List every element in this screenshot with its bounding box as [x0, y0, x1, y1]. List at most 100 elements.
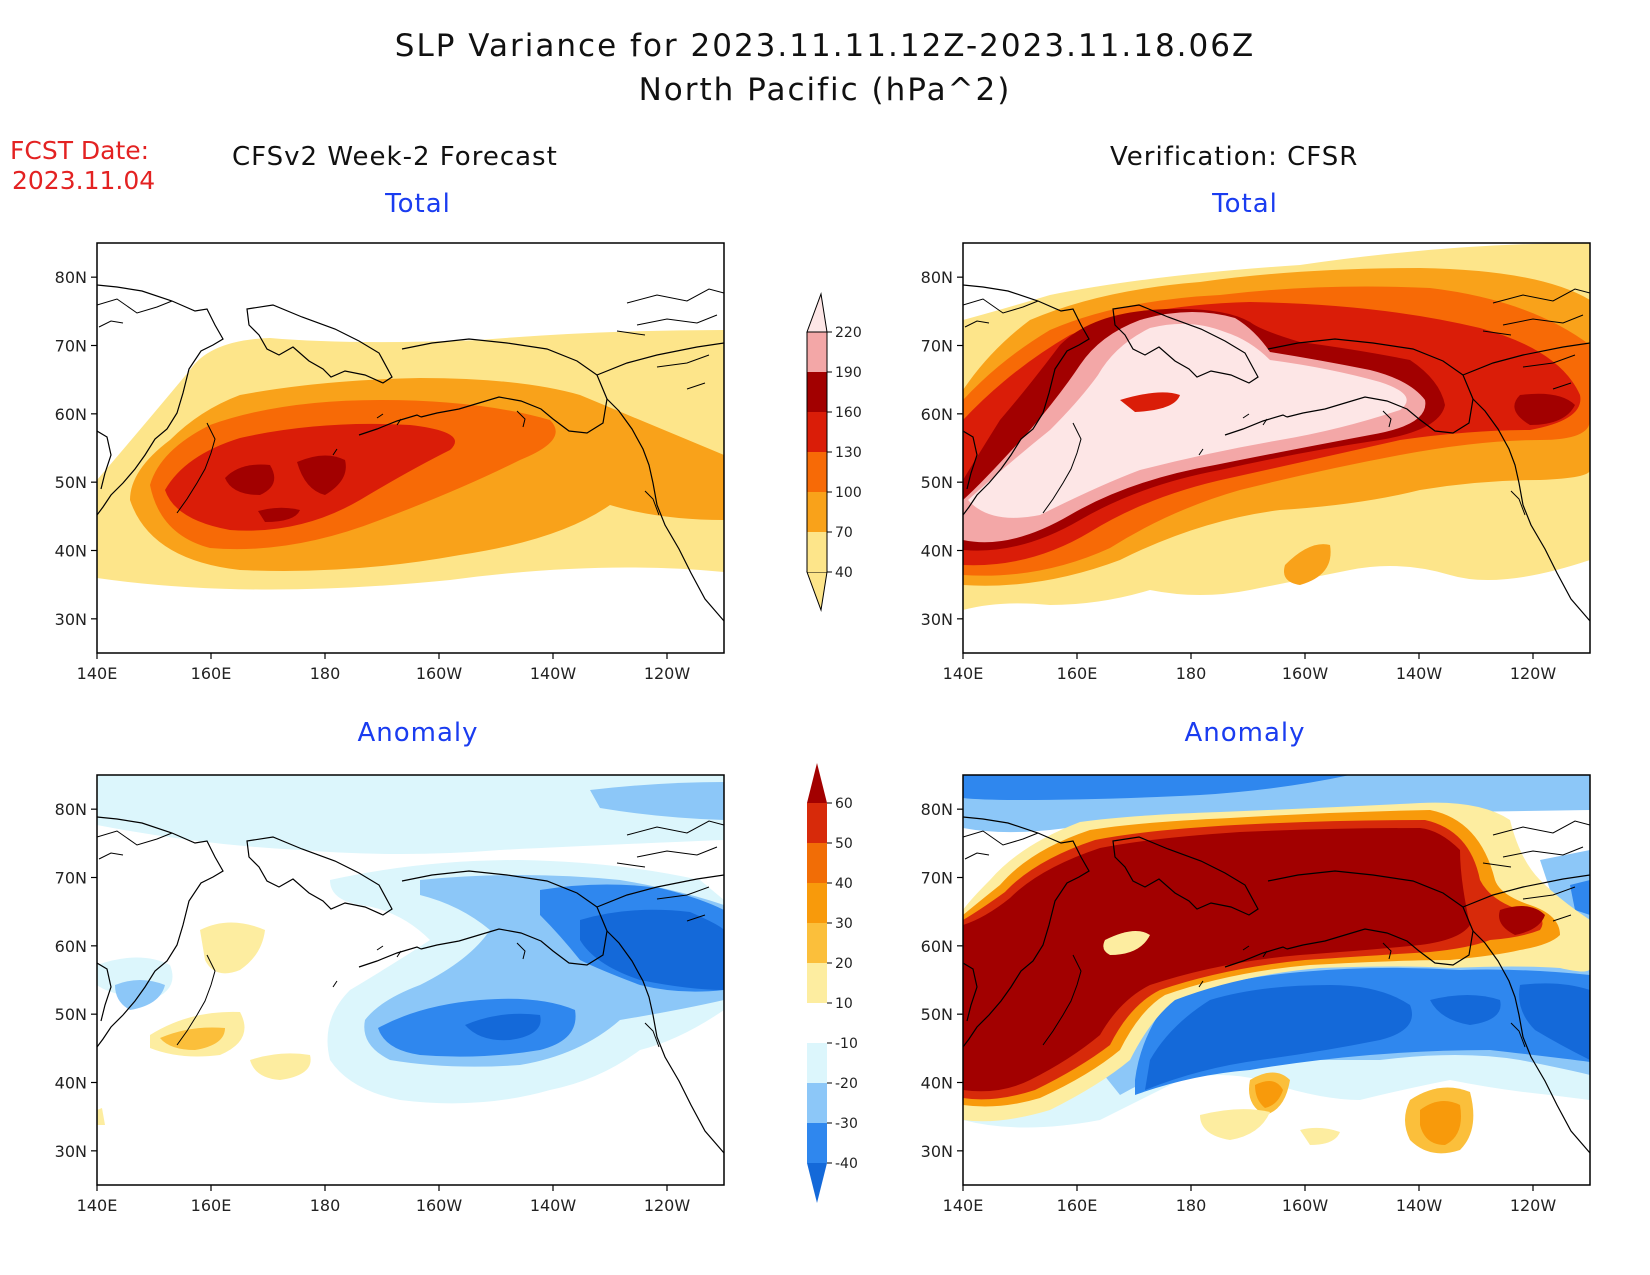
- lon-tick-label: 160W: [1282, 664, 1329, 683]
- lat-tick-label: 60N: [921, 937, 953, 956]
- lat-tick-label: 60N: [921, 405, 953, 424]
- colorbar-anomaly-label: 20: [835, 956, 853, 972]
- lat-tick-label: 50N: [921, 1005, 953, 1024]
- colorbar-anomaly-label: 50: [835, 836, 853, 852]
- main-title: SLP Variance for 2023.11.11.12Z-2023.11.…: [394, 28, 1256, 64]
- colorbar-anomaly-label: -40: [835, 1156, 858, 1172]
- colorbar-total-label: 220: [835, 325, 862, 341]
- colorbar-total-label: 160: [835, 405, 862, 421]
- colorbar-anomaly-swatch: [807, 963, 827, 1003]
- lat-tick-label: 80N: [921, 268, 953, 287]
- lat-tick-label: 40N: [921, 1074, 953, 1093]
- lon-tick-label: 140W: [1396, 1196, 1443, 1215]
- lat-tick-label: 70N: [921, 869, 953, 888]
- colorbar-anomaly-label: 10: [835, 996, 853, 1012]
- lon-tick-label: 140W: [530, 664, 577, 683]
- fcst-date-value: 2023.11.04: [12, 166, 156, 195]
- lon-tick-label: 140E: [77, 1196, 118, 1215]
- lon-tick-label: 160W: [1282, 1196, 1329, 1215]
- lat-tick-label: 30N: [55, 1142, 87, 1161]
- colorbar-anomaly-label: 40: [835, 876, 853, 892]
- colorbar-total-swatch: [807, 412, 827, 452]
- lon-tick-label: 160E: [191, 1196, 232, 1215]
- lon-tick-label: 120W: [1510, 664, 1557, 683]
- main-subtitle: North Pacific (hPa^2): [638, 72, 1012, 108]
- colorbar-anomaly-top-arrow: [807, 763, 827, 803]
- panel-verification-anomaly: [963, 775, 1590, 1185]
- lon-tick-label: 120W: [644, 1196, 691, 1215]
- panel-title-verification-anomaly: Anomaly: [1184, 718, 1306, 748]
- lat-tick-label: 50N: [55, 473, 87, 492]
- lon-tick-label: 160W: [416, 664, 463, 683]
- lon-tick-label: 160W: [416, 1196, 463, 1215]
- colorbar-total-top-arrow: [806, 292, 828, 333]
- lon-tick-label: 160E: [191, 664, 232, 683]
- forecast-column-heading: CFSv2 Week-2 Forecast: [232, 142, 558, 172]
- colorbar-anomaly-swatch: [807, 1043, 827, 1083]
- axis-ticks: 140E 160E 180 160W 140W 120W 30N 40N 50N 60N 70N 80…: [55, 268, 1557, 1215]
- lat-tick-label: 70N: [55, 869, 87, 888]
- lat-tick-label: 40N: [55, 542, 87, 561]
- colorbar-anomaly-label: 30: [835, 916, 853, 932]
- colorbar-anomaly-label: -20: [835, 1076, 858, 1092]
- lat-tick-label: 70N: [921, 337, 953, 356]
- colorbar-anomaly-swatch: [807, 843, 827, 883]
- panel-title-forecast-anomaly: Anomaly: [357, 718, 479, 748]
- colorbar-total-swatch: [807, 492, 827, 532]
- colorbar-anomaly-swatch: [807, 1083, 827, 1123]
- lat-tick-label: 80N: [55, 800, 87, 819]
- lon-tick-label: 180: [1176, 1196, 1207, 1215]
- colorbar-total-swatch: [807, 452, 827, 492]
- colorbar-total-label: 70: [835, 525, 853, 541]
- lat-tick-label: 30N: [55, 610, 87, 629]
- lon-tick-label: 120W: [1510, 1196, 1557, 1215]
- lat-tick-label: 40N: [921, 542, 953, 561]
- lat-tick-label: 30N: [921, 1142, 953, 1161]
- colorbar-anomaly-swatch: [807, 923, 827, 963]
- lon-tick-label: 160E: [1057, 1196, 1098, 1215]
- colorbar-total-swatch: [807, 332, 827, 372]
- lat-tick-label: 80N: [921, 800, 953, 819]
- colorbar-total-label: 100: [835, 485, 862, 501]
- colorbar-anomaly-swatch: [807, 1003, 827, 1043]
- lat-tick-label: 60N: [55, 405, 87, 424]
- lon-tick-label: 140W: [1396, 664, 1443, 683]
- lon-tick-label: 140E: [943, 1196, 984, 1215]
- lon-tick-label: 180: [310, 664, 341, 683]
- colorbar-total-swatch: [807, 372, 827, 412]
- panel-forecast-total: [97, 243, 724, 653]
- colorbar-total-label: 130: [835, 445, 862, 461]
- colorbar-anomaly-swatch: [807, 803, 827, 843]
- lon-tick-label: 180: [1176, 664, 1207, 683]
- colorbar-total-bottom-arrow: [806, 571, 828, 612]
- lon-tick-label: 180: [310, 1196, 341, 1215]
- panel-title-forecast-total: Total: [385, 189, 451, 219]
- lat-tick-label: 30N: [921, 610, 953, 629]
- lat-tick-label: 50N: [55, 1005, 87, 1024]
- lat-tick-label: 40N: [55, 1074, 87, 1093]
- panel-forecast-anomaly: [97, 775, 724, 1185]
- lon-tick-label: 140E: [77, 664, 118, 683]
- colorbar-anomaly-swatch: [807, 883, 827, 923]
- colorbar-total-label: 190: [835, 365, 862, 381]
- lon-tick-label: 160E: [1057, 664, 1098, 683]
- colorbar-total: 40 70 100 130 160 190 220: [806, 292, 862, 612]
- lon-tick-label: 140W: [530, 1196, 577, 1215]
- panel-verification-total: [963, 243, 1590, 653]
- panel-title-verification-total: Total: [1212, 189, 1278, 219]
- lat-tick-label: 80N: [55, 268, 87, 287]
- verification-column-heading: Verification: CFSR: [1110, 142, 1359, 172]
- colorbar-anomaly-label: -30: [835, 1116, 858, 1132]
- colorbar-anomaly-label: 60: [835, 796, 853, 812]
- colorbar-total-label: 40: [835, 565, 853, 581]
- colorbar-total-swatch: [807, 532, 827, 572]
- colorbar-anomaly-label: -10: [835, 1036, 858, 1052]
- lat-tick-label: 50N: [921, 473, 953, 492]
- fcst-date-label: FCST Date:: [10, 136, 150, 165]
- lat-tick-label: 60N: [55, 937, 87, 956]
- colorbar-anomaly-swatch: [807, 1123, 827, 1163]
- colorbar-anomaly-bottom-arrow: [807, 1163, 827, 1203]
- lon-tick-label: 140E: [943, 664, 984, 683]
- colorbar-anomaly: -40 -30 -20 -10 10 20 30 40 50 60: [807, 763, 858, 1203]
